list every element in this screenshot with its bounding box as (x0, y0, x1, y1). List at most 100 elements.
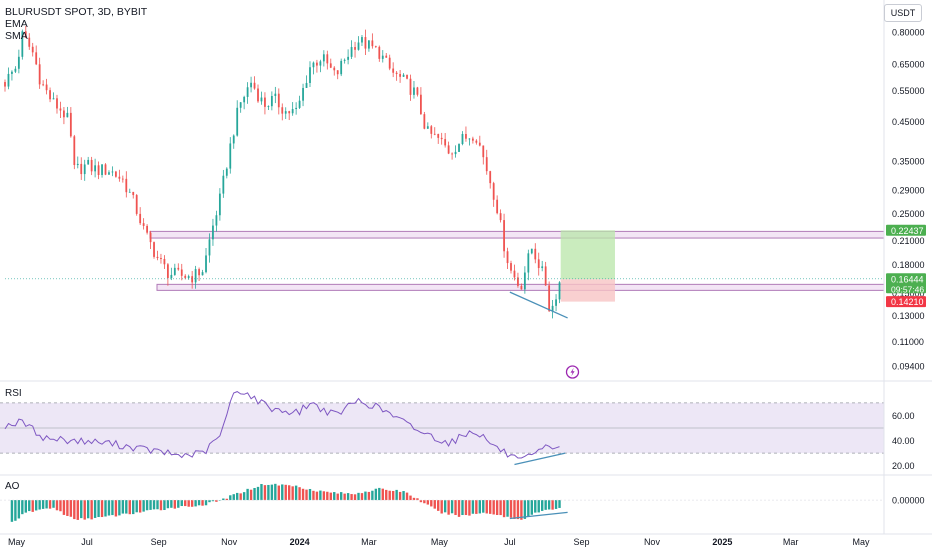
candle-up[interactable] (523, 266, 526, 294)
candle-up[interactable] (381, 50, 384, 63)
candle-down[interactable] (534, 243, 537, 264)
candle-up[interactable] (298, 95, 301, 110)
candle-down[interactable] (419, 87, 422, 115)
candle-down[interactable] (447, 141, 450, 155)
candle-up[interactable] (361, 35, 363, 47)
candle-up[interactable] (236, 100, 239, 137)
candle-up[interactable] (76, 156, 79, 169)
candle-down[interactable] (4, 79, 6, 92)
candle-up[interactable] (111, 166, 114, 177)
candle-down[interactable] (409, 74, 412, 101)
candle-up[interactable] (94, 158, 97, 178)
candle-up[interactable] (201, 269, 204, 276)
candle-down[interactable] (45, 78, 48, 95)
candle-down[interactable] (73, 134, 76, 170)
candle-down[interactable] (437, 133, 440, 144)
candle-down[interactable] (517, 272, 519, 288)
candle-up[interactable] (7, 67, 10, 90)
candle-down[interactable] (326, 50, 329, 70)
symbol-line[interactable]: BLURUSDT SPOT, 3D, BYBIT (5, 6, 148, 18)
candle-down[interactable] (35, 45, 38, 66)
candle-down[interactable] (149, 230, 152, 250)
candle-up[interactable] (11, 70, 13, 81)
candle-down[interactable] (496, 195, 499, 215)
candle-down[interactable] (166, 262, 169, 286)
flash-icon[interactable] (565, 365, 580, 379)
candle-down[interactable] (153, 241, 155, 259)
candle-down[interactable] (281, 103, 284, 121)
candle-down[interactable] (374, 45, 377, 49)
candle-down[interactable] (478, 135, 481, 147)
candle-up[interactable] (343, 58, 346, 64)
candle-down[interactable] (333, 66, 336, 76)
candle-down[interactable] (198, 267, 200, 282)
candle-down[interactable] (264, 92, 266, 115)
candle-down[interactable] (416, 86, 419, 97)
candle-up[interactable] (274, 86, 277, 104)
candle-down[interactable] (69, 107, 72, 138)
candle-up[interactable] (426, 122, 429, 129)
price-pane[interactable] (4, 25, 885, 319)
candle-up[interactable] (14, 66, 17, 74)
candle-down[interactable] (544, 261, 547, 286)
candle-up[interactable] (205, 247, 207, 274)
candle-down[interactable] (485, 149, 488, 175)
candle-up[interactable] (250, 76, 252, 93)
candle-down[interactable] (475, 139, 478, 145)
candle-down[interactable] (492, 181, 495, 207)
candle-down[interactable] (378, 45, 381, 62)
long-position-target-zone[interactable] (560, 230, 615, 280)
candle-up[interactable] (284, 107, 287, 120)
candle-down[interactable] (31, 42, 34, 57)
candle-down[interactable] (163, 255, 166, 270)
candle-down[interactable] (97, 161, 100, 180)
candle-down[interactable] (49, 87, 51, 103)
rsi-pane[interactable] (0, 391, 884, 466)
rsi-pane-title[interactable]: RSI (5, 388, 22, 399)
candle-down[interactable] (444, 132, 447, 148)
candle-up[interactable] (458, 143, 460, 153)
candle-up[interactable] (270, 91, 273, 111)
ao-pane-title[interactable]: AO (5, 481, 20, 492)
candle-down[interactable] (63, 106, 65, 125)
candle-up[interactable] (218, 188, 221, 221)
candle-down[interactable] (548, 281, 551, 313)
legend-sma[interactable]: SMA (5, 30, 28, 42)
support-resistance-zone[interactable] (149, 230, 885, 239)
candle-up[interactable] (413, 80, 415, 99)
candle-down[interactable] (423, 111, 426, 130)
candle-up[interactable] (468, 138, 471, 146)
candle-down[interactable] (399, 69, 401, 83)
candle-up[interactable] (208, 233, 211, 263)
candle-down[interactable] (115, 170, 117, 178)
candle-up[interactable] (225, 167, 228, 179)
candle-up[interactable] (291, 102, 294, 116)
candle-up[interactable] (322, 50, 325, 67)
long-position-stop-zone[interactable] (560, 279, 615, 302)
candle-down[interactable] (364, 29, 367, 55)
candle-down[interactable] (121, 175, 124, 183)
candle-up[interactable] (319, 59, 322, 73)
candle-up[interactable] (551, 299, 554, 319)
candle-down[interactable] (392, 62, 395, 78)
rsi-divergence-line[interactable] (514, 452, 566, 466)
candle-down[interactable] (125, 171, 128, 198)
candle-down[interactable] (104, 163, 107, 176)
candle-down[interactable] (38, 57, 41, 89)
candle-down[interactable] (329, 58, 332, 69)
candle-down[interactable] (59, 101, 62, 119)
candle-up[interactable] (222, 169, 225, 198)
candle-up[interactable] (87, 156, 90, 165)
candle-up[interactable] (128, 188, 131, 193)
candle-up[interactable] (243, 95, 246, 110)
candle-down[interactable] (146, 224, 148, 235)
candle-down[interactable] (513, 264, 516, 281)
candle-down[interactable] (316, 59, 318, 73)
candle-down[interactable] (336, 70, 339, 80)
candle-up[interactable] (173, 263, 176, 276)
candle-down[interactable] (510, 260, 512, 274)
candle-down[interactable] (354, 41, 356, 58)
candle-down[interactable] (506, 247, 509, 269)
candle-up[interactable] (309, 61, 311, 88)
candle-up[interactable] (312, 61, 315, 75)
